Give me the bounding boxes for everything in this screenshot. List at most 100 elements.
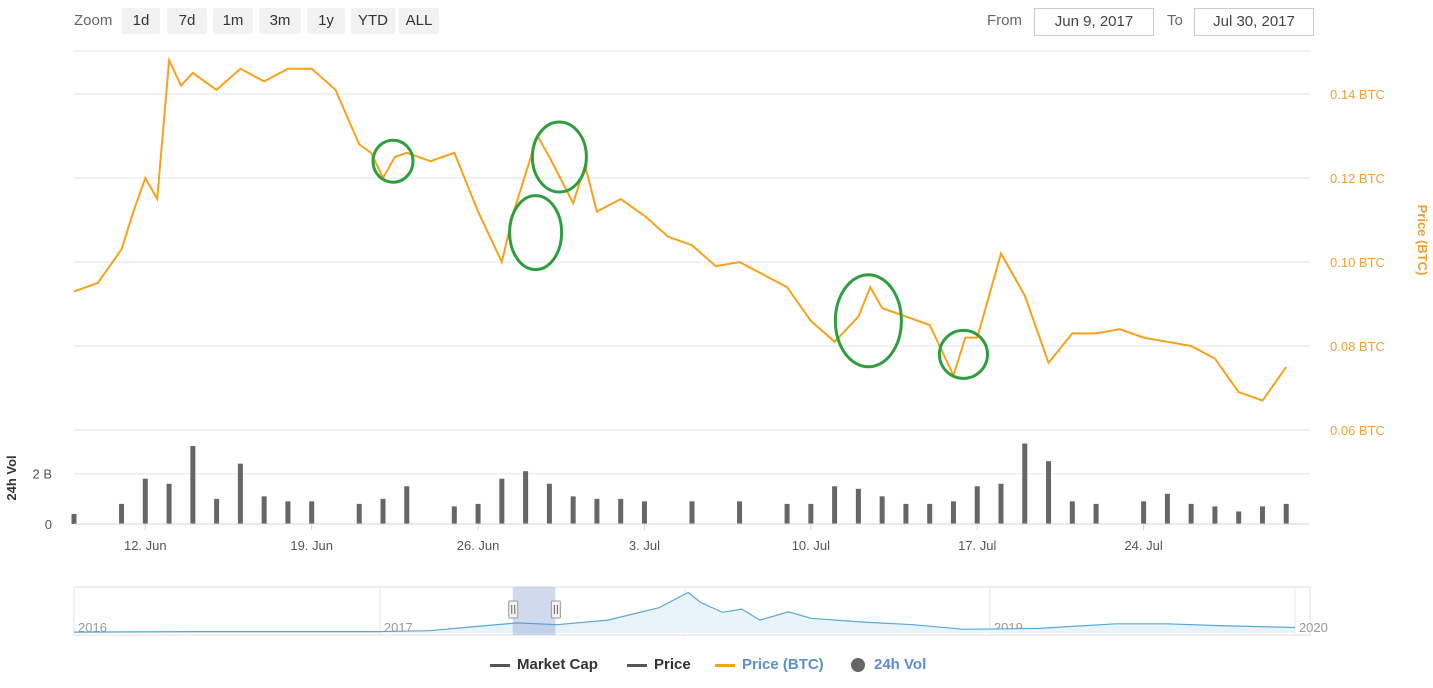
volume-bar (808, 503, 814, 524)
y-tick-label: 0.10 BTC (1330, 255, 1385, 270)
volume-bar (784, 503, 790, 524)
y-tick-label: 0.12 BTC (1330, 171, 1385, 186)
navigator-year-label: 2020 (1299, 620, 1328, 635)
volume-bar (927, 503, 933, 524)
volume-bar (214, 498, 220, 524)
x-tick-label: 26. Jun (457, 538, 500, 553)
legend-price-btc[interactable]: Price (BTC) (715, 656, 824, 673)
price-plot-area (73, 56, 1288, 402)
legend-price[interactable]: Price (627, 656, 691, 673)
volume-bar (618, 498, 624, 524)
to-label: To (1167, 12, 1183, 29)
line-icon (715, 663, 735, 667)
dot-icon (851, 658, 865, 673)
zoom-1d-button[interactable]: 1d (122, 8, 160, 34)
zoom-ytd-button[interactable]: YTD (351, 8, 395, 34)
highlight-circle (530, 120, 588, 194)
volume-bar (689, 501, 695, 524)
volume-bar (1259, 506, 1265, 524)
volume-bar (142, 478, 148, 524)
navigator[interactable]: 20162017201820192020 (73, 586, 1328, 636)
volume-bar (974, 486, 980, 524)
navigator-handle-left[interactable] (508, 600, 519, 619)
highlight-circle (508, 194, 564, 272)
volume-bar (1141, 501, 1147, 524)
price-chart: 0.14 BTC 0.12 BTC 0.10 BTC 0.08 BTC 0.06 BTC… (4, 50, 1430, 636)
legend-price-label: Price (654, 656, 691, 673)
chart-axes: 0.14 BTC 0.12 BTC 0.10 BTC 0.08 BTC 0.06 BTC… (4, 87, 1430, 553)
volume-bar (950, 501, 956, 524)
line-icon (627, 663, 647, 667)
volume-bar (832, 486, 838, 524)
volume-bar (404, 486, 410, 524)
volume-bar (309, 501, 315, 524)
volume-bar (998, 483, 1004, 524)
legend-price-btc-label: Price (BTC) (742, 656, 824, 673)
zoom-3m-button[interactable]: 3m (259, 8, 301, 34)
volume-bar (475, 503, 481, 524)
navigator-selection (512, 587, 556, 635)
x-tick-label: 19. Jun (290, 538, 333, 553)
grid-lines (74, 50, 1310, 475)
volume-bar (1093, 503, 1099, 524)
volume-bar (1069, 501, 1075, 524)
highlight-circle (371, 138, 415, 184)
volume-bar (119, 503, 125, 524)
volume-bar (1046, 461, 1052, 524)
volume-bar (641, 501, 647, 524)
volume-bar (879, 496, 885, 524)
navigator-handle-right[interactable] (550, 600, 561, 619)
volume-bar (1212, 506, 1218, 524)
volume-bar (71, 513, 77, 524)
volume-bar (1188, 503, 1194, 524)
y-tick-label: 0.08 BTC (1330, 339, 1385, 354)
legend-market-cap-label: Market Cap (517, 656, 598, 673)
x-tick-label: 12. Jun (124, 538, 167, 553)
zoom-1y-button[interactable]: 1y (307, 8, 345, 34)
zoom-1m-button[interactable]: 1m (213, 8, 253, 34)
volume-bar (190, 446, 196, 524)
volume-bar (523, 471, 529, 524)
volume-bar (285, 501, 291, 524)
from-date-input[interactable]: Jun 9, 2017 (1034, 8, 1154, 36)
to-date-input[interactable]: Jul 30, 2017 (1194, 8, 1314, 36)
y-tick-label: 0.06 BTC (1330, 423, 1385, 438)
volume-bar (1022, 443, 1028, 524)
zoom-7d-button[interactable]: 7d (167, 8, 207, 34)
volume-bars (71, 443, 1289, 524)
highlight-circle (937, 328, 989, 380)
volume-bar (1164, 493, 1170, 524)
from-label: From (987, 12, 1022, 29)
volume-bar (903, 503, 909, 524)
volume-bar (1236, 511, 1242, 524)
x-tick-label: 24. Jul (1124, 538, 1162, 553)
volume-bar (546, 483, 552, 524)
volume-bar (737, 501, 743, 524)
volume-bar (855, 488, 861, 524)
y-tick-label: 0.14 BTC (1330, 87, 1385, 102)
x-tick-label: 17. Jul (958, 538, 996, 553)
legend-24h-vol[interactable]: 24h Vol (851, 656, 926, 673)
vol-tick-label: 2 B (32, 467, 52, 482)
highlight-circle (833, 273, 903, 369)
volume-bar (451, 506, 457, 524)
volume-bar (570, 496, 576, 524)
vol-tick-label: 0 (45, 517, 52, 532)
volume-bar (499, 478, 505, 524)
chart-toolbar: Zoom 1d 7d 1m 3m 1y YTD ALL From Jun 9, … (0, 0, 1433, 44)
x-tick-label: 10. Jul (792, 538, 830, 553)
x-tick-label: 3. Jul (629, 538, 660, 553)
volume-bar (1283, 503, 1289, 524)
volume-bar (380, 498, 386, 524)
volume-bar (237, 463, 243, 524)
volume-bar (166, 483, 172, 524)
zoom-label: Zoom (74, 12, 113, 29)
chart-legend: Market Cap Price Price (BTC) 24h Vol (0, 652, 1433, 680)
volume-bar (261, 496, 267, 524)
zoom-all-button[interactable]: ALL (399, 8, 439, 34)
line-icon (490, 663, 510, 667)
legend-24h-vol-label: 24h Vol (874, 656, 927, 673)
vol-axis-title: 24h Vol (4, 455, 19, 500)
y-axis-title: Price (BTC) (1415, 205, 1430, 276)
legend-market-cap[interactable]: Market Cap (490, 656, 598, 673)
